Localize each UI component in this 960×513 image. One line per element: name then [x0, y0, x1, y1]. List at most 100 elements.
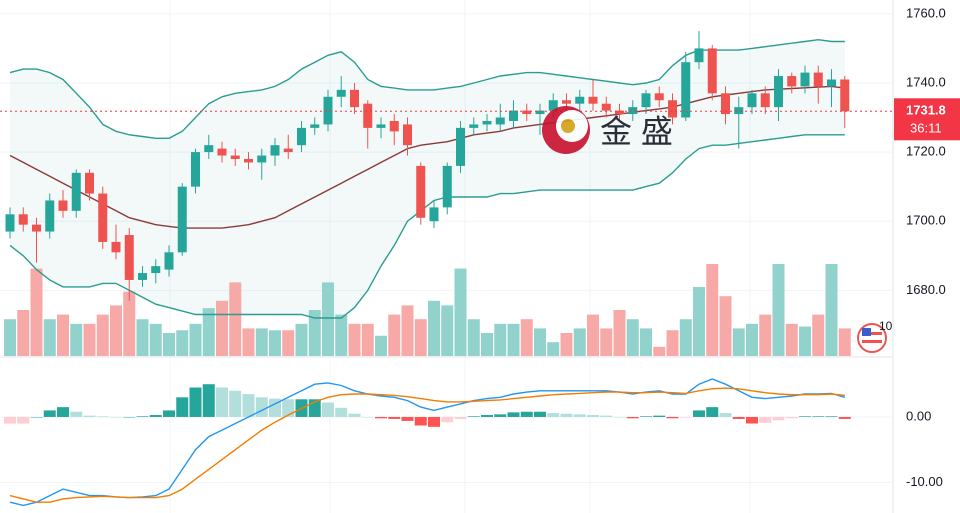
- volume-bar: [123, 291, 136, 356]
- candle-body: [813, 72, 823, 87]
- candle-body: [456, 127, 465, 166]
- candle-body: [32, 224, 41, 232]
- candle-body: [548, 100, 558, 111]
- volume-bar: [812, 314, 825, 356]
- candle-body: [641, 93, 651, 108]
- volume-bar: [785, 323, 798, 356]
- macd-hist-bar: [693, 410, 705, 417]
- volume-bar: [70, 323, 83, 356]
- candle-body: [85, 172, 94, 194]
- volume-bar: [110, 305, 122, 356]
- candle-body: [217, 148, 227, 156]
- macd-hist-bar: [706, 407, 719, 417]
- y-tick-label: -10.00: [906, 474, 943, 489]
- macd-hist-bar: [4, 416, 16, 424]
- volume-bar: [838, 328, 851, 356]
- candle-body: [257, 155, 267, 163]
- candle-body: [562, 100, 571, 104]
- volume-bar: [282, 330, 295, 356]
- candle-body: [800, 72, 810, 87]
- volume-bar: [269, 330, 281, 356]
- candle-body: [509, 110, 518, 121]
- macd-hist-bar: [375, 416, 387, 419]
- macd-hist-bar: [441, 416, 454, 423]
- logo-dot: [561, 119, 575, 133]
- candle-body: [734, 107, 744, 115]
- macd-hist-bar: [520, 411, 533, 417]
- macd-hist-bar: [202, 384, 215, 417]
- candle-body: [827, 79, 836, 87]
- candle-body: [191, 152, 200, 187]
- candle-body: [376, 124, 386, 128]
- candle-body: [98, 193, 108, 242]
- candle-body: [495, 117, 505, 125]
- macd-hist-bar: [401, 416, 414, 421]
- layers: 1760.0 1740.0 1720.0 1700.0 1680.0 0.00 -10.00…: [0, 5, 960, 507]
- candle-body: [681, 62, 691, 118]
- macd-hist-bar: [653, 415, 666, 417]
- candle-body: [244, 158, 253, 163]
- macd-hist-bar: [613, 416, 626, 418]
- macd-hist-bar: [534, 411, 546, 417]
- volume-bar: [335, 314, 348, 356]
- macd-hist-bar: [17, 416, 30, 424]
- y-tick-label: 1680.0: [906, 282, 946, 297]
- candle-body: [5, 214, 15, 232]
- macd-hist-bar: [547, 413, 560, 417]
- volume-bar: [573, 328, 586, 356]
- volume-bar: [719, 296, 732, 356]
- macd-hist-bar: [335, 407, 348, 417]
- macd-hist-bar: [163, 410, 175, 417]
- macd-hist-bar: [282, 399, 295, 417]
- volume-bar: [732, 328, 745, 356]
- last-price-label: 1731.8: [906, 103, 946, 118]
- volume-bar: [613, 310, 626, 356]
- volume-bar: [520, 319, 533, 356]
- bollinger-lower: [9, 134, 845, 319]
- volume-bar: [388, 314, 401, 356]
- volume-bar: [308, 310, 321, 356]
- macd-hist-bar: [812, 416, 825, 417]
- macd-hist-bar: [732, 416, 745, 419]
- candle-body: [787, 76, 797, 87]
- macd-hist-bar: [825, 416, 838, 417]
- candle-body: [151, 266, 161, 274]
- candle-body: [668, 100, 677, 118]
- watermark: 金 盛: [542, 106, 673, 154]
- volume-bar: [640, 328, 652, 356]
- candle-body: [694, 48, 704, 63]
- macd-hist-bar: [799, 416, 811, 417]
- candle-body: [204, 145, 214, 153]
- volume-bar: [414, 319, 427, 356]
- candle-body: [297, 127, 306, 146]
- macd-hist-bar: [640, 416, 652, 417]
- volume-bar: [43, 319, 56, 356]
- volume-bar: [255, 328, 268, 356]
- countdown-label: 36:11: [910, 121, 942, 136]
- macd-hist-bar: [414, 416, 427, 426]
- macd-hist-bar: [269, 398, 281, 417]
- candle-body: [138, 273, 147, 280]
- macd-hist-bar: [96, 416, 109, 417]
- volume-bar: [467, 319, 480, 356]
- candle-body: [177, 186, 187, 253]
- bollinger-basis: [9, 85, 845, 229]
- candle-body: [323, 96, 333, 125]
- volume-bar: [176, 330, 189, 356]
- candle-body: [442, 165, 452, 208]
- candle-body: [575, 96, 585, 104]
- macd-hist-bar: [428, 416, 440, 427]
- volume-bar: [534, 328, 546, 356]
- candle-body: [363, 103, 373, 128]
- candle-body: [230, 155, 240, 159]
- volume-bar: [4, 319, 16, 356]
- macd-hist-bar: [123, 416, 136, 418]
- bollinger-upper: [9, 38, 845, 140]
- y-tick-label: 1760.0: [906, 5, 946, 20]
- candle-body: [283, 148, 293, 153]
- macd-hist-bar: [772, 416, 785, 421]
- candle-body: [482, 120, 492, 125]
- candle-body: [615, 110, 624, 115]
- macd-hist-bar: [83, 415, 96, 417]
- candle-body: [429, 207, 439, 222]
